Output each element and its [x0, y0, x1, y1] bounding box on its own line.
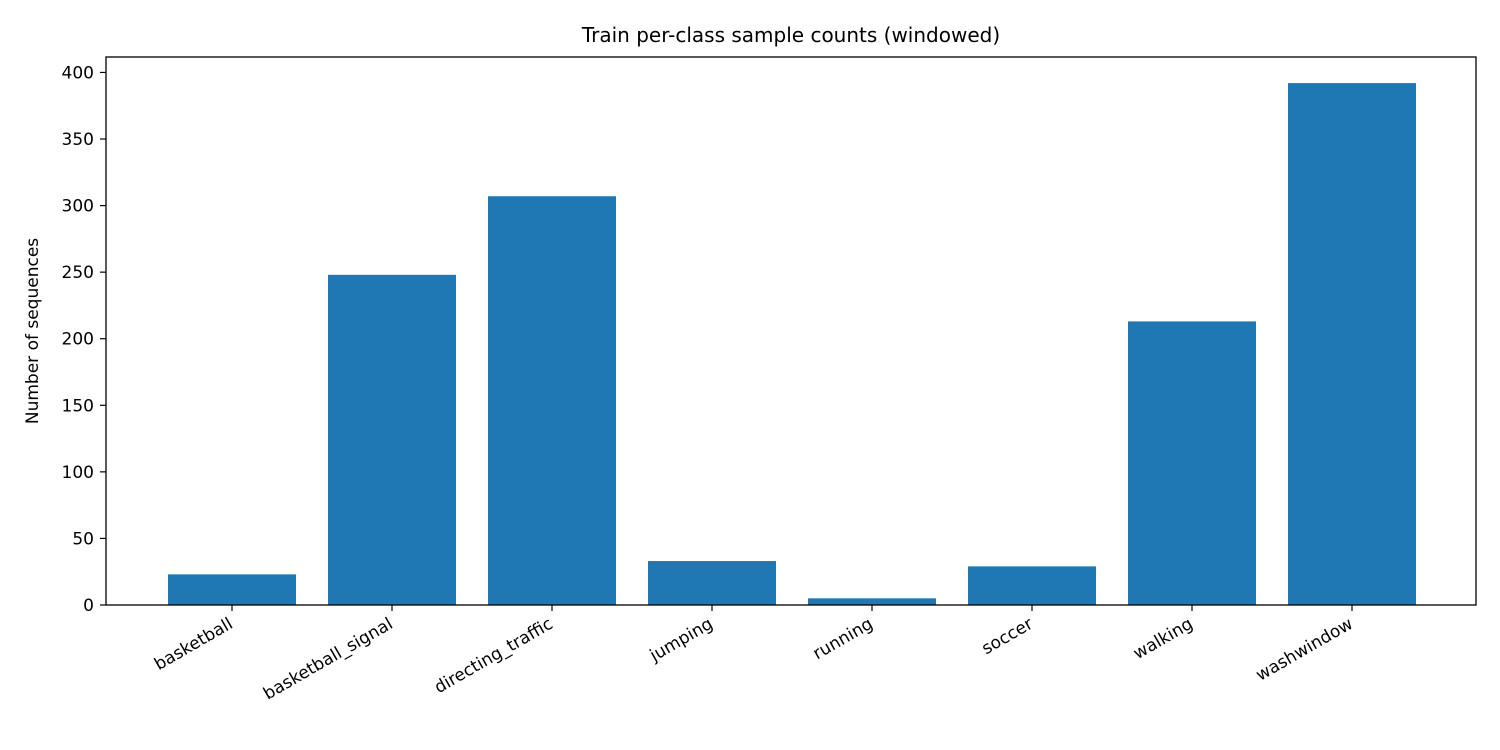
bar-basketball: [168, 574, 296, 605]
y-tick-label: 150: [62, 396, 94, 416]
x-tick-label: washwindow: [1253, 614, 1357, 686]
bars-group: [168, 83, 1416, 606]
bar-running: [808, 598, 936, 605]
bar-basketball-signal: [328, 274, 456, 605]
x-tick-label: soccer: [979, 614, 1037, 659]
bar-directing-traffic: [488, 196, 616, 605]
y-tick-label: 50: [72, 529, 94, 549]
x-tick-label: jumping: [646, 614, 717, 666]
x-ticks-group: basketball basketball_signal directing_tra…: [151, 605, 1357, 704]
y-tick-label: 350: [62, 130, 94, 150]
y-tick-label: 100: [62, 463, 94, 483]
x-tick-label: basketball_signal: [260, 614, 396, 704]
x-tick-label: directing_traffic: [431, 614, 556, 698]
x-tick-label: running: [810, 614, 877, 664]
y-axis-label: Number of sequences: [23, 238, 43, 424]
y-tick-label: 250: [62, 263, 94, 283]
bar-walking: [1128, 321, 1256, 605]
plot-frame: [105, 56, 1477, 606]
chart-title: Train per-class sample counts (windowed): [581, 23, 1000, 47]
x-tick-label: basketball: [151, 614, 236, 675]
y-tick-label: 0: [83, 596, 94, 616]
y-ticks-group: 0 50 100 150 200 250 300 350 400: [62, 63, 106, 616]
bar-washwindow: [1288, 83, 1416, 606]
x-tick-label: walking: [1130, 614, 1196, 664]
y-tick-label: 400: [62, 63, 94, 83]
bar-soccer: [968, 566, 1096, 605]
y-tick-label: 300: [62, 197, 94, 217]
y-tick-label: 200: [62, 330, 94, 350]
bar-jumping: [648, 561, 776, 605]
